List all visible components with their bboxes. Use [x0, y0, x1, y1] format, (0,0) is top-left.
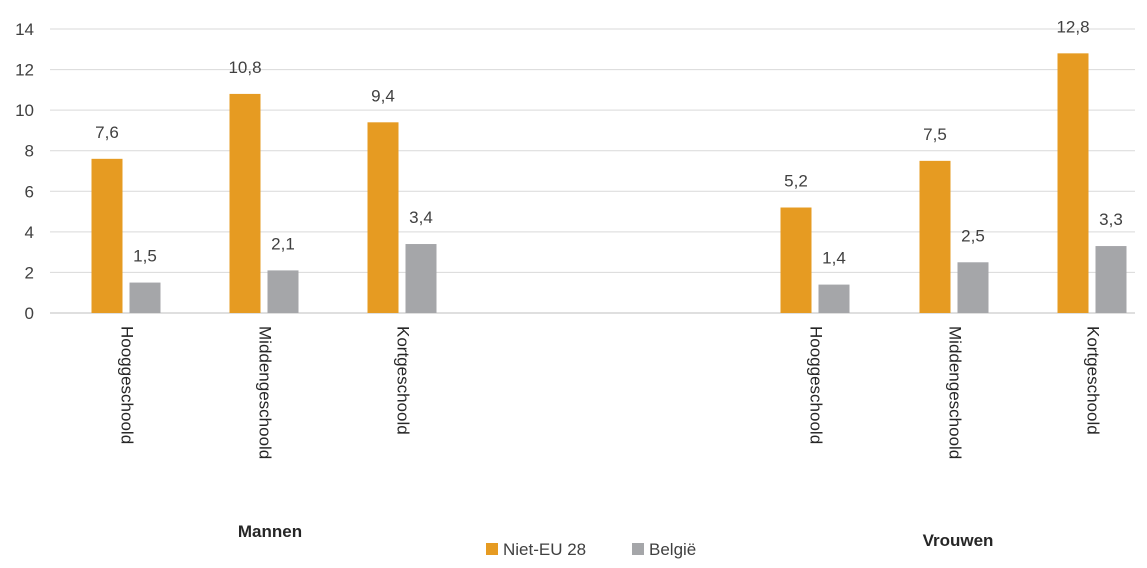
category-label: Middengeschoold — [256, 326, 275, 459]
category-label: Hooggeschoold — [118, 326, 137, 444]
bar-belgie — [818, 284, 850, 313]
bar-niet-eu-28 — [367, 122, 399, 313]
bar-niet-eu-28 — [91, 158, 123, 313]
y-tick-label: 10 — [15, 101, 34, 120]
data-label: 3,4 — [409, 208, 433, 227]
bar-belgie — [957, 262, 989, 313]
data-label: 1,4 — [822, 249, 846, 268]
group-label-vrouwen: Vrouwen — [923, 531, 994, 550]
data-label: 5,2 — [784, 172, 808, 191]
category-label: Kortgeschoold — [394, 326, 413, 435]
data-label: 9,4 — [371, 86, 395, 105]
data-label: 1,5 — [133, 247, 157, 266]
legend-label: Niet-EU 28 — [503, 540, 586, 559]
data-label: 3,3 — [1099, 210, 1123, 229]
bar-belgie — [129, 282, 161, 313]
bar-niet-eu-28 — [229, 93, 261, 314]
legend-label: België — [649, 540, 696, 559]
y-tick-label: 14 — [15, 20, 34, 39]
bar-niet-eu-28 — [919, 160, 951, 313]
category-label: Kortgeschoold — [1084, 326, 1103, 435]
category-label: Middengeschoold — [946, 326, 965, 459]
data-label: 7,5 — [923, 125, 947, 144]
data-label: 2,5 — [961, 226, 985, 245]
y-tick-label: 12 — [15, 61, 34, 80]
bar-niet-eu-28 — [1057, 53, 1089, 313]
y-tick-label: 4 — [25, 223, 34, 242]
y-tick-label: 0 — [25, 304, 34, 323]
data-label: 2,1 — [271, 234, 295, 253]
bar-belgie — [1095, 246, 1127, 313]
legend-swatch — [632, 543, 644, 555]
y-tick-label: 6 — [25, 182, 34, 201]
legend-swatch — [486, 543, 498, 555]
y-tick-label: 8 — [25, 142, 34, 161]
group-label-mannen: Mannen — [238, 522, 302, 541]
category-label: Hooggeschoold — [807, 326, 826, 444]
data-label: 12,8 — [1056, 17, 1089, 36]
data-label: 7,6 — [95, 123, 119, 142]
y-tick-label: 2 — [25, 263, 34, 282]
bar-belgie — [405, 244, 437, 313]
data-label: 10,8 — [228, 58, 261, 77]
bar-niet-eu-28 — [780, 207, 812, 313]
bar-belgie — [267, 270, 299, 313]
